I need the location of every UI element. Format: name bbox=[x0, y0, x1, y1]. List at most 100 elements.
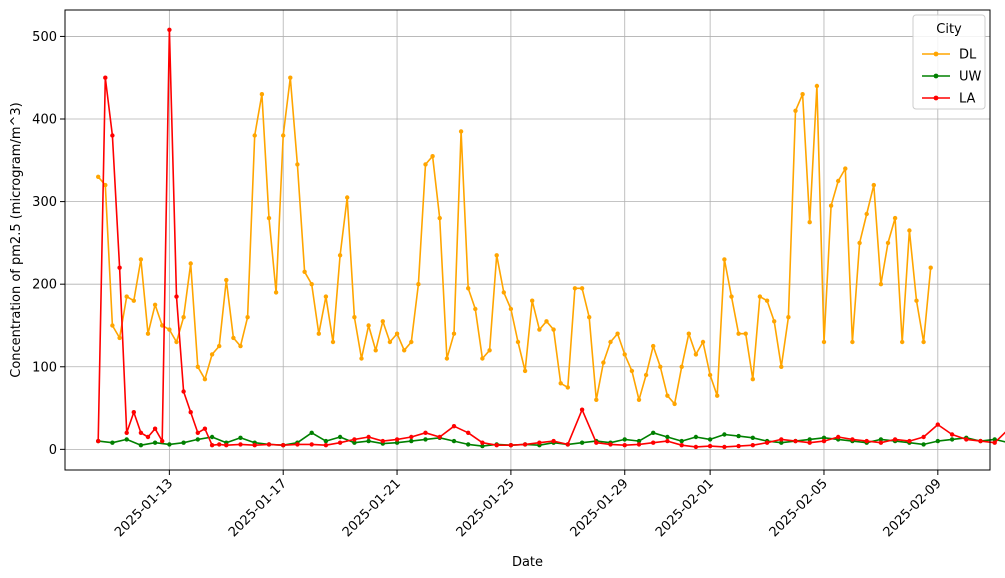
data-point-dl bbox=[323, 294, 329, 299]
data-point-dl bbox=[217, 343, 222, 349]
series-line-la bbox=[97, 28, 1005, 448]
data-point-dl bbox=[786, 315, 791, 320]
data-point-dl bbox=[579, 286, 585, 291]
data-point-dl bbox=[202, 377, 208, 382]
data-point-la bbox=[217, 442, 222, 447]
data-point-dl bbox=[843, 166, 848, 171]
y-tick-label: 500 bbox=[32, 30, 57, 45]
data-point-dl bbox=[864, 211, 869, 217]
data-point-la bbox=[309, 442, 314, 447]
data-point-la bbox=[821, 438, 827, 444]
data-point-uw bbox=[110, 440, 115, 445]
data-point-la bbox=[380, 438, 385, 444]
data-point-dl bbox=[679, 364, 684, 369]
data-point-uw bbox=[665, 434, 670, 440]
data-point-dl bbox=[145, 331, 151, 336]
data-point-dl bbox=[636, 397, 642, 402]
data-point-uw bbox=[152, 440, 158, 445]
data-point-la bbox=[423, 430, 428, 435]
data-point-uw bbox=[451, 438, 457, 444]
data-point-dl bbox=[622, 352, 627, 357]
data-point-dl bbox=[295, 162, 300, 167]
data-point-dl bbox=[793, 108, 798, 114]
data-point-dl bbox=[231, 335, 236, 341]
data-point-uw bbox=[807, 437, 812, 442]
data-point-dl bbox=[558, 381, 563, 386]
data-point-dl bbox=[195, 364, 200, 369]
data-point-dl bbox=[643, 372, 649, 378]
data-point-uw bbox=[736, 433, 741, 439]
data-point-dl bbox=[615, 331, 620, 336]
data-point-uw bbox=[238, 435, 243, 440]
data-point-la bbox=[110, 133, 115, 138]
data-point-dl bbox=[394, 331, 400, 336]
data-point-la bbox=[181, 389, 186, 394]
data-point-la bbox=[608, 442, 613, 447]
data-point-dl bbox=[160, 323, 165, 328]
data-point-la bbox=[750, 443, 755, 448]
data-point-dl bbox=[707, 372, 713, 378]
data-point-dl bbox=[430, 154, 435, 159]
data-point-dl bbox=[750, 377, 755, 382]
data-point-dl bbox=[138, 257, 144, 262]
data-point-la bbox=[864, 438, 869, 444]
data-point-dl bbox=[238, 343, 243, 349]
data-point-uw bbox=[366, 438, 371, 444]
data-point-dl bbox=[330, 339, 336, 345]
data-point-uw bbox=[651, 430, 656, 435]
data-point-dl bbox=[651, 343, 656, 349]
data-point-dl bbox=[487, 348, 492, 353]
data-point-dl bbox=[480, 356, 485, 361]
data-point-dl bbox=[537, 327, 542, 332]
data-point-dl bbox=[380, 319, 385, 324]
data-point-la bbox=[124, 430, 129, 435]
data-point-uw bbox=[323, 438, 329, 444]
data-point-la bbox=[160, 438, 165, 444]
data-point-uw bbox=[992, 437, 997, 442]
data-point-uw bbox=[195, 437, 200, 442]
series-layer bbox=[96, 27, 1005, 450]
data-point-dl bbox=[273, 290, 279, 295]
data-point-dl bbox=[458, 129, 464, 134]
data-point-dl bbox=[608, 339, 613, 345]
data-point-la bbox=[451, 424, 457, 429]
y-axis: 0 100 200 300 400 500 bbox=[32, 30, 65, 458]
data-point-dl bbox=[551, 327, 556, 332]
data-point-dl bbox=[266, 215, 272, 221]
legend-marker-uw bbox=[933, 73, 939, 79]
data-point-la bbox=[202, 426, 208, 431]
data-point-la bbox=[131, 410, 136, 415]
data-point-uw bbox=[209, 434, 215, 440]
data-point-dl bbox=[473, 306, 478, 312]
data-point-uw bbox=[579, 440, 585, 445]
data-point-uw bbox=[878, 437, 884, 442]
data-point-uw bbox=[337, 434, 343, 440]
data-point-dl bbox=[437, 215, 442, 221]
data-point-uw bbox=[423, 437, 428, 442]
data-point-la bbox=[508, 443, 514, 448]
data-point-dl bbox=[772, 319, 777, 324]
data-point-uw bbox=[409, 438, 414, 444]
data-point-dl bbox=[700, 339, 706, 345]
data-point-dl bbox=[601, 360, 606, 365]
data-point-dl bbox=[373, 348, 378, 353]
data-point-dl bbox=[522, 368, 528, 374]
data-point-uw bbox=[707, 437, 713, 442]
data-point-la bbox=[907, 438, 912, 444]
data-point-la bbox=[764, 440, 770, 445]
data-point-dl bbox=[252, 133, 257, 138]
data-point-dl bbox=[167, 327, 172, 332]
data-point-dl bbox=[494, 253, 499, 258]
data-point-la bbox=[281, 443, 286, 448]
data-point-dl bbox=[366, 323, 371, 328]
data-point-dl bbox=[594, 397, 599, 402]
data-point-la bbox=[174, 294, 179, 299]
data-point-uw bbox=[679, 438, 684, 444]
data-point-uw bbox=[466, 442, 471, 447]
data-point-dl bbox=[544, 319, 549, 324]
data-point-la bbox=[209, 443, 215, 448]
data-point-la bbox=[366, 434, 371, 440]
data-point-dl bbox=[757, 294, 763, 299]
data-point-la bbox=[551, 438, 556, 444]
legend-title: City bbox=[936, 22, 962, 37]
